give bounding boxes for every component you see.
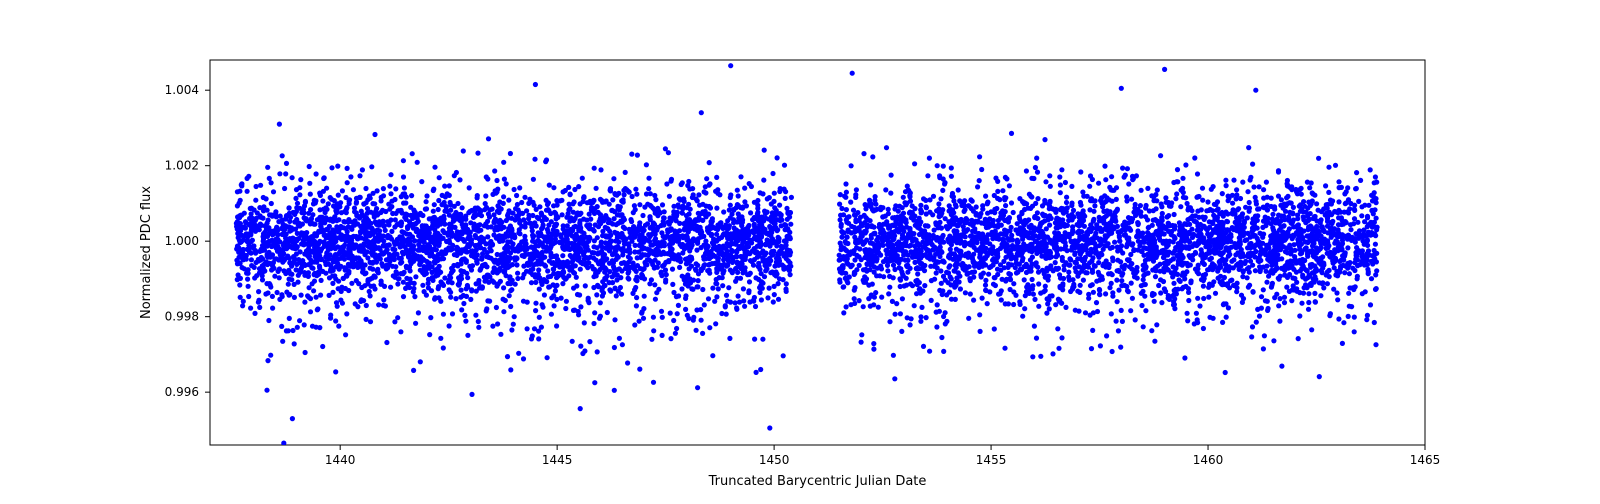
y-axis-label: Normalized PDC flux	[139, 186, 154, 319]
ytick-label: 1.000	[165, 234, 199, 248]
ytick-label: 0.998	[165, 310, 199, 324]
ytick-label: 1.002	[165, 159, 199, 173]
ytick-label: 0.996	[165, 385, 199, 399]
xtick-label: 1450	[759, 453, 790, 467]
xtick-label: 1465	[1410, 453, 1441, 467]
ytick-label: 1.004	[165, 83, 199, 97]
xtick-label: 1460	[1193, 453, 1224, 467]
xtick-label: 1445	[542, 453, 573, 467]
xtick-label: 1440	[325, 453, 356, 467]
chart-svg: 1440 1445 1450 1455 1460 1465 0.996 0.998 1.000 1…	[0, 0, 1600, 500]
xtick-label: 1455	[976, 453, 1007, 467]
scatter-chart: 1440 1445 1450 1455 1460 1465 0.996 0.998 1.000 1…	[0, 0, 1600, 500]
x-axis-label: Truncated Barycentric Julian Date	[708, 474, 927, 489]
